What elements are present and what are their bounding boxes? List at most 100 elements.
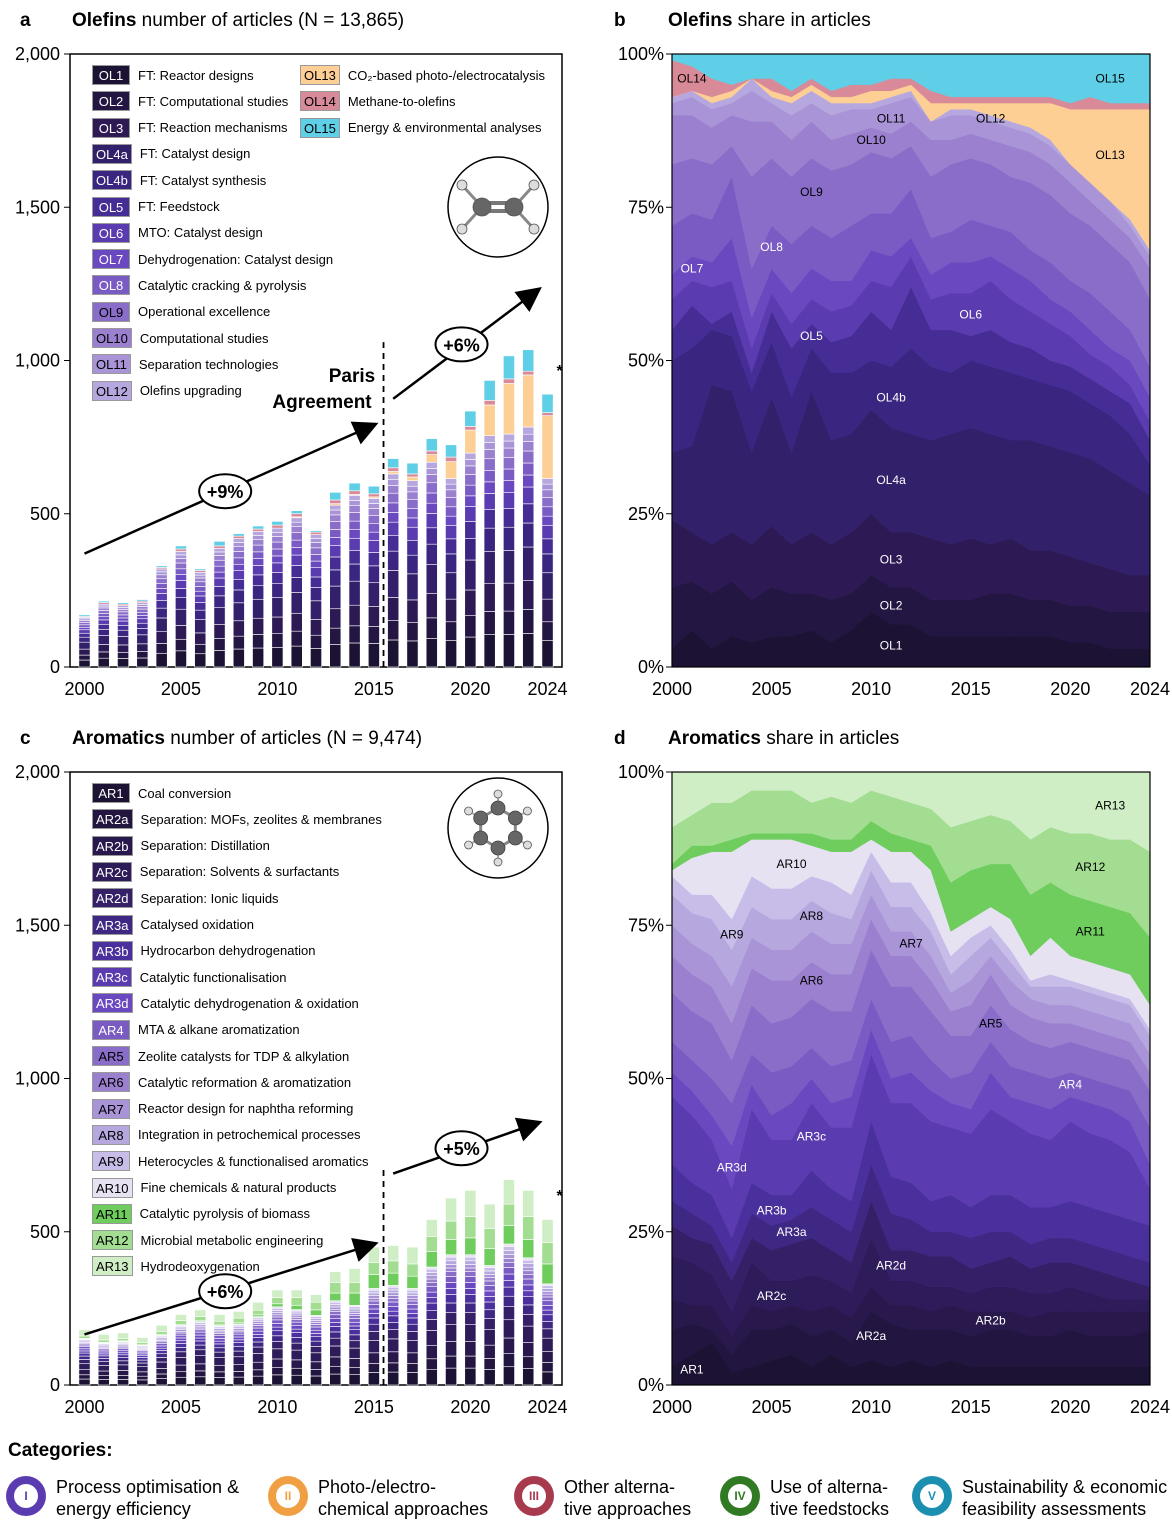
a-bar-2000-OL8 xyxy=(78,624,91,628)
c-bar-2002-AR2b xyxy=(117,1370,129,1376)
a-bar-2019-OL3 xyxy=(445,598,457,623)
a-bar-2012-OL1 xyxy=(310,648,322,668)
a-bar-2004-OL4a xyxy=(155,617,168,632)
a-bar-2012-OL7 xyxy=(310,560,322,568)
c-bar-2004-AR3b xyxy=(155,1350,168,1355)
a-bar-2020-OL5 xyxy=(464,521,477,539)
legend-item-ar10: AR10 Fine chemicals & natural products xyxy=(92,1177,336,1198)
a-bar-2015-OL5 xyxy=(367,552,380,567)
c-bar-2017-AR3d xyxy=(406,1308,419,1314)
a-bar-2001-OL4b xyxy=(97,629,110,636)
panel-title-b-rest: share in articles xyxy=(732,10,871,31)
legend-label-ol2: FT: Computational studies xyxy=(138,93,289,109)
b-ytick-label-0: 0% xyxy=(638,657,664,677)
a-bar-2022-OL2 xyxy=(503,610,515,635)
c-bar-2013-AR3c xyxy=(329,1322,342,1327)
c-bar-2014-AR3b xyxy=(348,1329,361,1336)
c-bar-2017-AR11 xyxy=(406,1275,419,1289)
legend-label-ar5: Zeolite catalysts for TDP & alkylation xyxy=(138,1048,350,1064)
legend-label-ar7: Reactor design for naphtha reforming xyxy=(138,1101,354,1117)
a-bar-2016-OL1 xyxy=(387,639,400,668)
c-bar-2021-AR10 xyxy=(483,1265,496,1268)
c-bar-2015-AR3a xyxy=(367,1323,380,1332)
c-bar-2012-AR12 xyxy=(310,1301,322,1311)
a-bar-2014-OL14 xyxy=(348,490,361,495)
a-bar-2003-OL9 xyxy=(136,608,149,613)
a-bar-2019-OL12 xyxy=(445,478,457,485)
b-series-label-OL12: OL12 xyxy=(976,111,1006,125)
a-bar-2013-OL2 xyxy=(329,627,342,645)
category-text-line1: Other alterna- xyxy=(564,1477,676,1497)
a-bar-2019-OL13 xyxy=(445,461,457,479)
a-bar-2001-OL10 xyxy=(97,607,110,611)
c-bar-2017-AR13 xyxy=(406,1246,419,1265)
b-ytick-label-50: 50% xyxy=(628,351,664,371)
c-bar-2007-AR3c xyxy=(213,1340,226,1345)
a-bar-2006-OL11 xyxy=(194,574,207,579)
c-bar-2000-AR3d xyxy=(78,1348,91,1352)
c-bar-2016-AR3a xyxy=(387,1321,400,1330)
category-numeral-ii: II xyxy=(276,1484,300,1508)
legend-item-ar3a: AR3a Catalysed oxidation xyxy=(92,914,254,935)
c-bar-2017-AR6 xyxy=(406,1297,419,1302)
b-series-label-OL15: OL15 xyxy=(1095,72,1125,86)
a-bar-2013-OL4b xyxy=(329,569,342,587)
a-bar-2021-OL3 xyxy=(483,583,496,612)
a-molecule-atom xyxy=(472,197,492,217)
legend-label-ol3: FT: Reaction mechanisms xyxy=(138,120,288,136)
a-bar-2020-OL3 xyxy=(464,589,477,616)
c-bar-2022-AR2a xyxy=(503,1353,515,1368)
legend-label-ol12: Olefins upgrading xyxy=(139,383,242,399)
a-bar-2023-OL10 xyxy=(522,441,535,452)
a-bar-2005-OL4a xyxy=(175,608,187,626)
c-bar-2004-AR3c xyxy=(155,1347,168,1351)
c-bar-2023-AR11 xyxy=(522,1239,535,1259)
panel-title-d-bold: Aromatics xyxy=(668,728,761,749)
c-xtick-label-2005: 2005 xyxy=(161,1397,201,1417)
d-series-label-AR3d: AR3d xyxy=(717,1160,747,1174)
a-bar-2000-OL7 xyxy=(78,626,91,631)
c-bar-2004-AR2d xyxy=(155,1357,168,1363)
c-bar-2009-AR4 xyxy=(252,1327,265,1332)
c-bar-2017-AR2b xyxy=(406,1352,419,1364)
a-bar-2003-OL3 xyxy=(136,643,149,652)
legend-swatch-ol5: OL5 xyxy=(92,196,130,217)
a-bar-2020-OL15 xyxy=(464,410,477,427)
a-bar-2001-OL5 xyxy=(97,623,110,630)
a-bar-2007-OL8 xyxy=(213,565,226,573)
a-bar-2012-OL14 xyxy=(310,531,322,535)
c-xtick-label-2024: 2024 xyxy=(528,1397,568,1417)
a-bar-2014-OL4a xyxy=(348,580,361,606)
category-numeral-v: V xyxy=(920,1484,944,1508)
a-bar-2012-OL3 xyxy=(310,619,322,636)
c-bar-2000-AR4 xyxy=(78,1346,91,1350)
b-xtick-label-2010: 2010 xyxy=(851,679,891,699)
c-bar-2021-AR3d xyxy=(483,1290,496,1297)
c-molecule-atom xyxy=(523,840,532,850)
d-series-label-AR2c: AR2c xyxy=(757,1289,786,1303)
c-bar-2024-AR5 xyxy=(541,1296,554,1302)
a-bar-2022-OL10 xyxy=(503,447,515,458)
a-bar-2016-OL13 xyxy=(387,471,400,475)
c-bar-2016-AR12 xyxy=(387,1260,400,1274)
category-text-line1: Process optimisation & xyxy=(56,1477,240,1497)
legend-swatch-ol7: OL7 xyxy=(92,249,130,270)
a-bar-2022-OL1 xyxy=(503,634,515,668)
c-bar-2021-AR3c xyxy=(483,1296,496,1303)
c-bar-2023-AR8 xyxy=(522,1263,535,1268)
a-bar-2012-OL2 xyxy=(310,634,322,649)
legend-item-ar2b: AR2b Separation: Distillation xyxy=(92,835,270,856)
a-bar-2009-OL7 xyxy=(252,558,265,566)
a-bar-2000-OL4b xyxy=(78,636,91,643)
c-bar-2011-AR9 xyxy=(290,1310,303,1314)
a-bar-2001-OL9 xyxy=(97,610,110,614)
a-bar-2021-OL4b xyxy=(483,527,496,552)
c-bar-2010-AR2a xyxy=(271,1367,284,1376)
c-bar-2003-AR1 xyxy=(136,1379,149,1386)
c-bar-2014-AR8 xyxy=(348,1308,361,1312)
legend-label-ol9: Operational excellence xyxy=(138,304,271,320)
a-xtick-label-2005: 2005 xyxy=(161,679,201,699)
a-bar-2016-OL11 xyxy=(387,479,400,486)
c-xtick-label-2000: 2000 xyxy=(64,1397,104,1417)
c-bar-2013-AR2d xyxy=(329,1337,342,1347)
